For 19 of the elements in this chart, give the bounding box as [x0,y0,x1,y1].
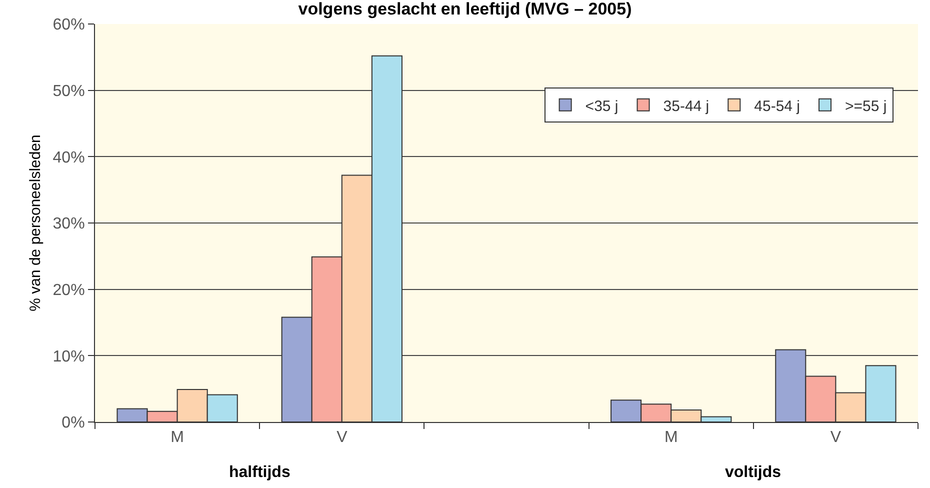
legend-label: <35 j [585,98,618,115]
y-tick-label: 10% [52,348,85,366]
y-tick-label: 20% [52,282,85,299]
chart-title: volgens geslacht en leeftijd (MVG – 2005) [298,0,632,18]
text: voltijds [725,464,782,481]
x-tick-label: V [336,429,348,446]
y-axis-title: % van de personeelsleden [27,134,44,312]
legend-label: 45-54 j [754,98,800,115]
y-tick-label: 50% [52,82,85,100]
y-tick-label: 60% [52,16,85,34]
x-tick-label: M [170,429,184,446]
text: halftijds [229,464,290,481]
y-tick-label: 40% [52,149,85,166]
x-tick-label: V [830,429,842,446]
legend-label: >=55 j [845,98,887,115]
y-tick-label: 0% [62,414,85,432]
x-tick-label: M [664,429,678,446]
y-tick-label: 30% [52,216,85,233]
legend-label: 35-44 j [663,98,710,115]
